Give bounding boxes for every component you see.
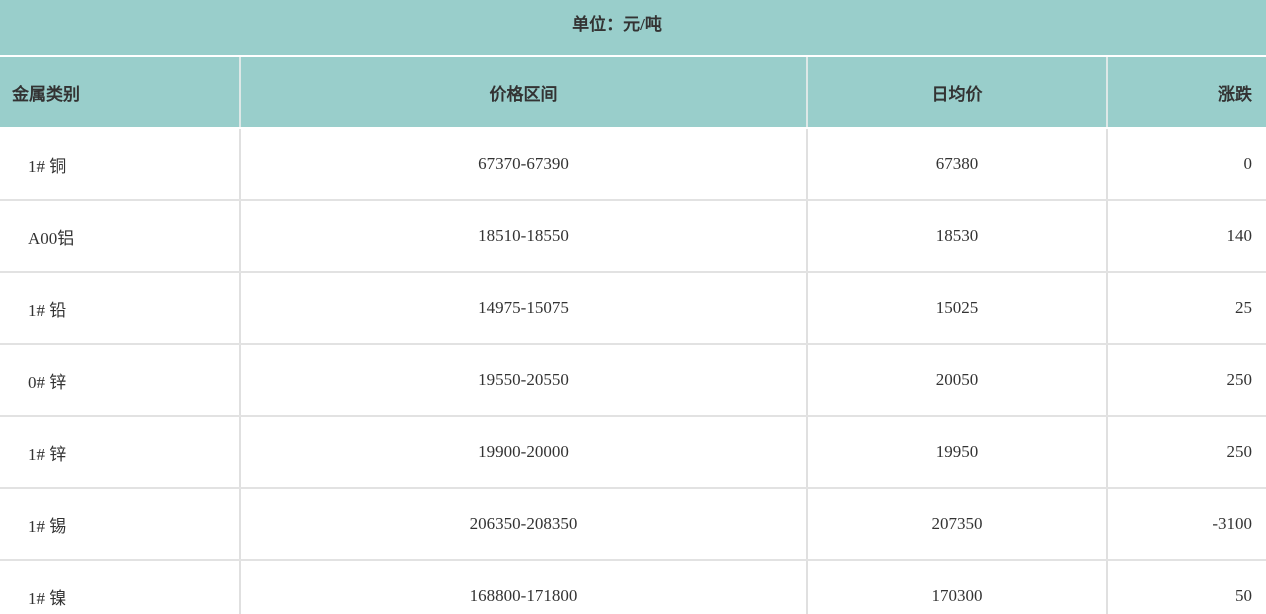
column-header-change: 涨跌 bbox=[1218, 84, 1252, 104]
cell-category: 1# 铜 bbox=[0, 129, 241, 199]
unit-caption-label: 单位：元/吨 bbox=[572, 15, 662, 34]
cell-price-range: 206350-208350 bbox=[241, 489, 808, 559]
cell-category: 1# 锡 bbox=[0, 489, 241, 559]
unit-caption: 单位：元/吨 bbox=[0, 0, 1266, 55]
cell-category: 1# 铅 bbox=[0, 273, 241, 343]
cell-avg-price: 20050 bbox=[808, 345, 1108, 415]
table-row: 1# 铜 67370-67390 67380 0 bbox=[0, 129, 1266, 201]
table-header-row: 金属类别 价格区间 日均价 涨跌 bbox=[0, 57, 1266, 127]
cell-change: 140 bbox=[1226, 226, 1253, 245]
cell-change: -3100 bbox=[1212, 514, 1252, 533]
cell-category: 0# 锌 bbox=[0, 345, 241, 415]
table-row: 1# 锌 19900-20000 19950 250 bbox=[0, 417, 1266, 489]
cell-price-range: 67370-67390 bbox=[241, 129, 808, 199]
cell-avg-price: 19950 bbox=[808, 417, 1108, 487]
table-row: 1# 锡 206350-208350 207350 -3100 bbox=[0, 489, 1266, 561]
table-row: 1# 铅 14975-15075 15025 25 bbox=[0, 273, 1266, 345]
cell-category: A00铝 bbox=[0, 201, 241, 271]
cell-change: 250 bbox=[1226, 370, 1253, 389]
cell-avg-price: 207350 bbox=[808, 489, 1108, 559]
cell-change: 0 bbox=[1243, 154, 1253, 173]
cell-avg-price: 15025 bbox=[808, 273, 1108, 343]
cell-change: 25 bbox=[1235, 298, 1252, 317]
cell-change: 250 bbox=[1226, 442, 1253, 461]
cell-price-range: 19900-20000 bbox=[241, 417, 808, 487]
cell-category: 1# 锌 bbox=[0, 417, 241, 487]
table-row: A00铝 18510-18550 18530 140 bbox=[0, 201, 1266, 273]
cell-category: 1# 镍 bbox=[0, 561, 241, 614]
table-row: 0# 锌 19550-20550 20050 250 bbox=[0, 345, 1266, 417]
column-header-price-range: 价格区间 bbox=[241, 57, 808, 127]
cell-price-range: 14975-15075 bbox=[241, 273, 808, 343]
column-header-avg-price: 日均价 bbox=[808, 57, 1108, 127]
cell-price-range: 18510-18550 bbox=[241, 201, 808, 271]
cell-avg-price: 170300 bbox=[808, 561, 1108, 614]
cell-change: 50 bbox=[1235, 586, 1252, 605]
cell-avg-price: 67380 bbox=[808, 129, 1108, 199]
cell-avg-price: 18530 bbox=[808, 201, 1108, 271]
cell-price-range: 19550-20550 bbox=[241, 345, 808, 415]
table-row: 1# 镍 168800-171800 170300 50 bbox=[0, 561, 1266, 614]
column-header-category: 金属类别 bbox=[0, 57, 241, 127]
cell-price-range: 168800-171800 bbox=[241, 561, 808, 614]
